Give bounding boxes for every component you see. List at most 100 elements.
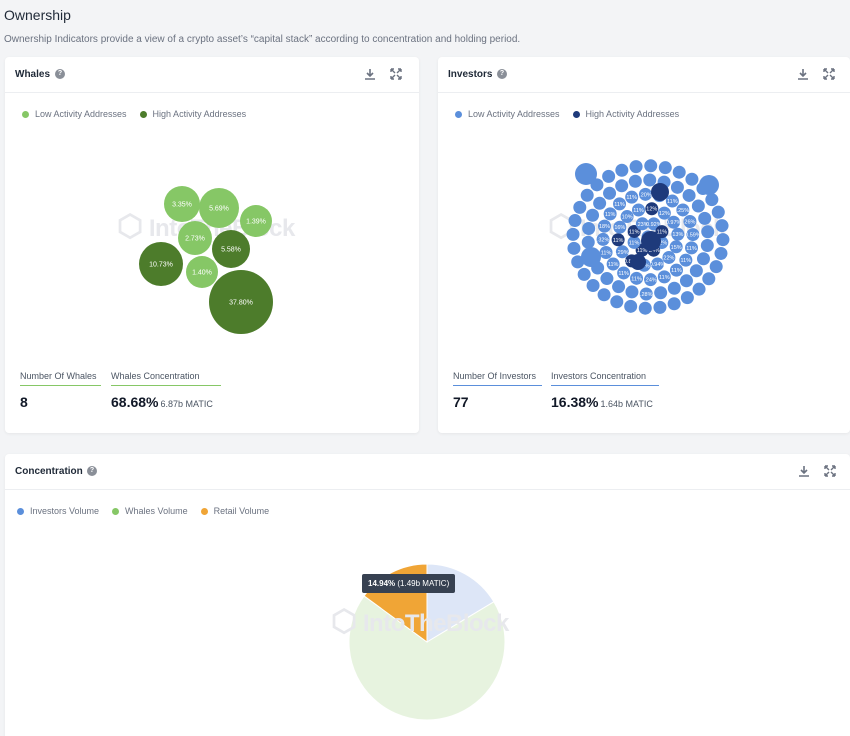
- investor-bubble[interactable]: .23%: [635, 217, 649, 231]
- investor-bubble[interactable]: [692, 282, 706, 296]
- investor-bubble[interactable]: [577, 267, 591, 281]
- legend-item-low-activity[interactable]: Low Activity Addresses: [22, 109, 127, 119]
- investor-bubble[interactable]: [603, 186, 617, 200]
- investor-bubble[interactable]: [643, 173, 657, 187]
- investor-bubble[interactable]: [624, 299, 638, 313]
- help-icon[interactable]: ?: [497, 69, 507, 79]
- investor-bubble[interactable]: [610, 295, 624, 309]
- download-icon[interactable]: [796, 67, 810, 81]
- whale-bubble[interactable]: 2.73%: [178, 221, 212, 255]
- investor-bubble[interactable]: [625, 285, 639, 299]
- whale-bubble[interactable]: 3.35%: [164, 186, 200, 222]
- investor-bubble[interactable]: [702, 272, 716, 286]
- investor-bubble[interactable]: [658, 161, 672, 175]
- expand-icon[interactable]: [822, 67, 836, 81]
- investor-bubble[interactable]: 16%: [613, 220, 627, 234]
- investor-bubble[interactable]: [651, 183, 669, 201]
- investor-bubble[interactable]: [586, 279, 600, 293]
- investor-bubble[interactable]: .20%: [638, 187, 652, 201]
- legend-item-retail-volume[interactable]: Retail Volume: [200, 506, 269, 516]
- investor-bubble[interactable]: [696, 252, 710, 266]
- investor-bubble[interactable]: [629, 160, 643, 174]
- investor-bubble[interactable]: [581, 235, 595, 249]
- investor-bubble[interactable]: .32%: [596, 232, 610, 246]
- investor-bubble[interactable]: [602, 169, 616, 183]
- investor-bubble[interactable]: [700, 239, 714, 253]
- investor-bubble[interactable]: 0.59%: [685, 228, 701, 242]
- investor-bubble[interactable]: 11%: [625, 190, 639, 204]
- investor-bubble[interactable]: .28%: [639, 287, 653, 301]
- investor-bubble[interactable]: 15%: [669, 240, 683, 254]
- investor-bubble[interactable]: 22%: [662, 250, 676, 264]
- investor-bubble[interactable]: 11%: [599, 245, 613, 259]
- investor-bubble[interactable]: [711, 205, 725, 219]
- investor-bubble[interactable]: [685, 172, 699, 186]
- investor-bubble[interactable]: [568, 214, 582, 228]
- investor-bubble[interactable]: 12%: [645, 202, 659, 216]
- investor-bubble[interactable]: [575, 163, 597, 185]
- investor-bubble[interactable]: [689, 264, 703, 278]
- pie-slice-whales-volume[interactable]: [348, 595, 506, 721]
- investor-bubble[interactable]: [644, 159, 658, 173]
- investor-bubble[interactable]: 11%: [611, 233, 625, 247]
- investor-bubble[interactable]: [580, 188, 594, 202]
- investor-bubble[interactable]: 18%: [597, 219, 611, 233]
- investor-bubble[interactable]: [705, 193, 719, 207]
- whale-bubble[interactable]: 1.40%: [186, 256, 218, 288]
- download-icon[interactable]: [797, 464, 811, 478]
- investor-bubble[interactable]: [672, 165, 686, 179]
- investor-bubble[interactable]: [573, 200, 587, 214]
- investor-bubble[interactable]: [691, 199, 705, 213]
- help-icon[interactable]: ?: [55, 69, 65, 79]
- expand-icon[interactable]: [389, 67, 403, 81]
- whale-bubble[interactable]: 5.58%: [212, 230, 250, 268]
- investor-bubble[interactable]: 0.94%: [650, 257, 666, 271]
- investor-bubble[interactable]: [615, 179, 629, 193]
- investor-bubble[interactable]: 11%: [627, 235, 641, 249]
- investor-bubble[interactable]: 11%: [669, 263, 683, 277]
- investor-bubble[interactable]: [699, 175, 719, 195]
- legend-item-investors-volume[interactable]: Investors Volume: [17, 506, 99, 516]
- legend-item-high-activity[interactable]: High Activity Addresses: [572, 109, 679, 119]
- investor-bubble[interactable]: [714, 246, 728, 260]
- investor-bubble[interactable]: 0.97%: [666, 215, 682, 229]
- investor-bubble[interactable]: [600, 272, 614, 286]
- investor-bubble[interactable]: .24%: [644, 273, 658, 287]
- investor-bubble[interactable]: 11%: [613, 197, 627, 211]
- investor-bubble[interactable]: [701, 225, 715, 239]
- investor-bubble[interactable]: [679, 274, 693, 288]
- investor-bubble[interactable]: 0.92%: [646, 217, 662, 231]
- investor-bubble[interactable]: [654, 286, 668, 300]
- investor-bubble[interactable]: [709, 260, 723, 274]
- legend-item-whales-volume[interactable]: Whales Volume: [112, 506, 188, 516]
- investor-bubble[interactable]: [716, 233, 730, 247]
- investor-bubble[interactable]: [653, 300, 667, 314]
- download-icon[interactable]: [363, 67, 377, 81]
- investor-bubble[interactable]: [682, 188, 696, 202]
- investor-bubble[interactable]: 11%: [603, 207, 617, 221]
- investor-bubble[interactable]: 13%: [671, 227, 685, 241]
- investor-bubble[interactable]: [715, 219, 729, 233]
- whale-bubble[interactable]: 10.73%: [139, 242, 183, 286]
- whale-bubble[interactable]: 1.39%: [240, 205, 272, 237]
- investor-bubble[interactable]: [638, 301, 652, 315]
- investor-bubble[interactable]: 11%: [627, 224, 641, 238]
- investor-bubble[interactable]: [667, 281, 681, 295]
- legend-item-high-activity[interactable]: High Activity Addresses: [139, 109, 246, 119]
- expand-icon[interactable]: [823, 464, 837, 478]
- investor-bubble[interactable]: 11%: [679, 253, 693, 267]
- whale-bubble[interactable]: 37.80%: [209, 270, 273, 334]
- investor-bubble[interactable]: .29%: [615, 245, 629, 259]
- investor-bubble[interactable]: [571, 255, 585, 269]
- investor-bubble[interactable]: [586, 208, 600, 222]
- investor-bubble[interactable]: 11%: [617, 266, 631, 280]
- investor-bubble[interactable]: [670, 180, 684, 194]
- investor-bubble[interactable]: 11%: [632, 203, 646, 217]
- investor-bubble[interactable]: 11%: [665, 194, 679, 208]
- investor-bubble[interactable]: 26%: [683, 215, 697, 229]
- investor-bubble[interactable]: [667, 297, 681, 311]
- legend-item-low-activity[interactable]: Low Activity Addresses: [455, 109, 560, 119]
- investor-bubble[interactable]: [612, 280, 626, 294]
- investor-bubble[interactable]: [582, 221, 596, 235]
- investor-bubble[interactable]: [630, 254, 646, 270]
